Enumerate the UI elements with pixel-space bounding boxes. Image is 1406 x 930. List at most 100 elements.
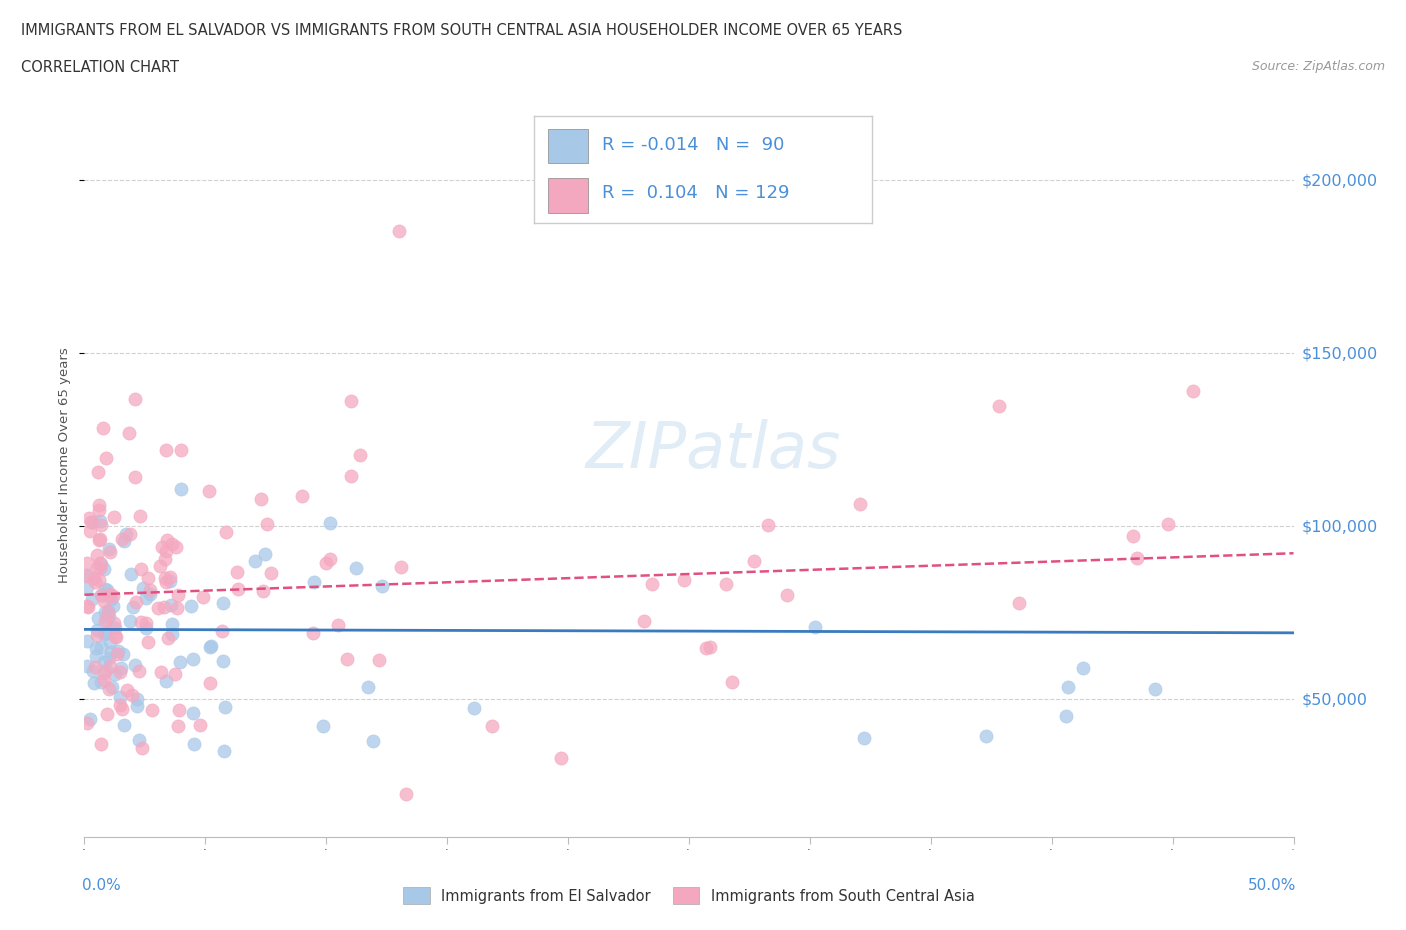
Point	[125, 692, 148, 707]
Point	[744, 553, 766, 568]
Point	[328, 618, 350, 632]
Point	[118, 426, 141, 441]
Point	[1071, 660, 1094, 675]
Text: 0.0%: 0.0%	[82, 878, 121, 893]
Point	[97, 604, 120, 618]
Point	[120, 614, 142, 629]
Point	[166, 601, 188, 616]
Point	[149, 558, 172, 573]
Point	[139, 583, 162, 598]
Point	[104, 666, 127, 681]
Point	[361, 734, 384, 749]
Point	[319, 515, 342, 530]
Point	[101, 588, 124, 603]
Point	[93, 666, 115, 681]
Point	[155, 575, 177, 590]
Point	[215, 525, 238, 539]
Point	[290, 489, 312, 504]
Point	[83, 571, 105, 586]
Point	[90, 517, 112, 532]
Point	[211, 624, 233, 639]
Point	[120, 566, 142, 581]
Point	[167, 588, 190, 603]
Point	[155, 551, 177, 566]
Point	[395, 786, 418, 801]
Point	[183, 736, 205, 751]
Point	[131, 741, 153, 756]
Point	[159, 569, 181, 584]
Point	[93, 593, 115, 608]
Point	[103, 615, 125, 630]
Point	[128, 733, 150, 748]
Point	[1144, 682, 1167, 697]
Point	[170, 481, 193, 496]
Point	[89, 556, 111, 571]
Point	[108, 689, 131, 704]
Point	[86, 548, 108, 563]
Point	[128, 663, 150, 678]
Point	[319, 552, 342, 567]
Point	[388, 224, 411, 239]
Point	[115, 683, 138, 698]
Point	[90, 588, 112, 603]
Point	[1122, 528, 1144, 543]
Point	[159, 573, 181, 588]
Point	[100, 644, 122, 659]
Point	[160, 537, 183, 551]
Point	[156, 631, 179, 645]
Point	[302, 625, 325, 640]
Y-axis label: Householder Income Over 65 years: Householder Income Over 65 years	[58, 347, 72, 583]
Point	[94, 581, 117, 596]
Point	[90, 556, 112, 571]
Point	[226, 565, 249, 579]
Point	[98, 634, 121, 649]
Legend: Immigrants from El Salvador, Immigrants from South Central Asia: Immigrants from El Salvador, Immigrants …	[396, 880, 981, 911]
Point	[200, 640, 222, 655]
Point	[86, 628, 108, 643]
Point	[136, 571, 159, 586]
Point	[76, 715, 98, 730]
Point	[349, 448, 371, 463]
Point	[181, 705, 204, 720]
Point	[84, 659, 107, 674]
Point	[370, 578, 392, 593]
Point	[76, 658, 98, 673]
Point	[124, 392, 146, 406]
Point	[252, 583, 274, 598]
Point	[87, 503, 110, 518]
Point	[97, 609, 120, 624]
Point	[228, 581, 250, 596]
Point	[112, 646, 135, 661]
Point	[93, 655, 115, 670]
Point	[212, 743, 235, 758]
Point	[125, 595, 148, 610]
Point	[132, 580, 155, 595]
Point	[304, 575, 326, 590]
Point	[83, 574, 105, 589]
Point	[463, 700, 485, 715]
Point	[155, 544, 177, 559]
Point	[131, 561, 153, 576]
Point	[165, 666, 187, 681]
Point	[89, 513, 111, 528]
Point	[1008, 595, 1031, 610]
Point	[211, 654, 233, 669]
Point	[79, 524, 101, 538]
Text: Source: ZipAtlas.com: Source: ZipAtlas.com	[1251, 60, 1385, 73]
Point	[191, 590, 214, 604]
Point	[77, 511, 100, 525]
Point	[87, 573, 110, 588]
Point	[260, 565, 283, 580]
Point	[98, 541, 121, 556]
Point	[110, 665, 132, 680]
Point	[87, 610, 110, 625]
Point	[89, 531, 111, 546]
Point	[93, 604, 115, 619]
Point	[90, 674, 112, 689]
Point	[160, 598, 183, 613]
Point	[312, 719, 335, 734]
Point	[98, 682, 121, 697]
Point	[673, 572, 696, 587]
Point	[107, 644, 129, 658]
Point	[776, 587, 799, 602]
